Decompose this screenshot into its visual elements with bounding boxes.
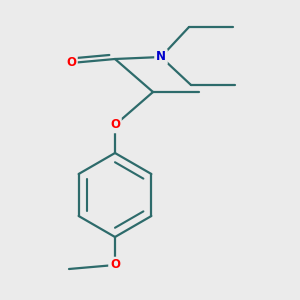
Text: O: O [66,56,76,70]
Text: N: N [156,50,166,64]
Text: O: O [110,118,120,131]
Text: O: O [110,259,120,272]
